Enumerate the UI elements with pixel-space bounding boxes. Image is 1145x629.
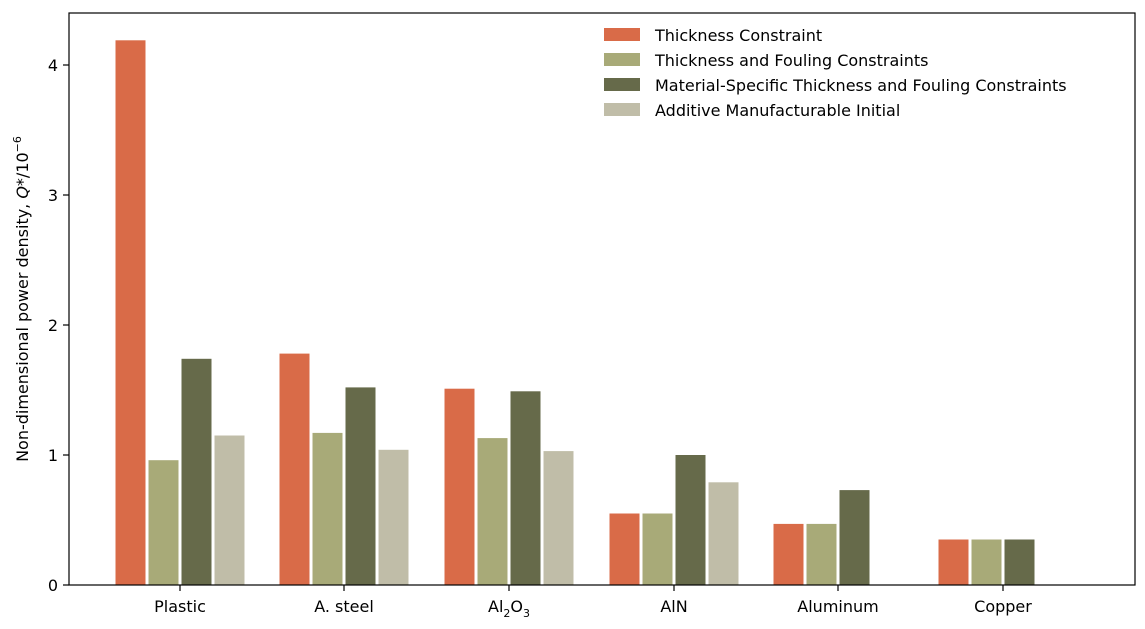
x-tick-label: A. steel	[314, 597, 374, 616]
x-tick-label: Plastic	[154, 597, 206, 616]
y-tick-label: 2	[48, 316, 58, 335]
x-tick-label: Al2O3	[488, 597, 530, 620]
bar-2-3	[477, 438, 508, 585]
bar-4-3	[543, 451, 574, 585]
plot-area	[115, 40, 1035, 586]
legend-label-2: Thickness and Fouling Constraints	[654, 51, 928, 70]
bar-3-5	[839, 490, 870, 585]
bar-3-6	[1004, 539, 1035, 585]
bar-1-3	[444, 388, 475, 585]
x-tick-label: AlN	[660, 597, 687, 616]
bar-3-4	[675, 455, 706, 585]
bar-1-6	[938, 539, 969, 585]
x-tick-label: Aluminum	[797, 597, 878, 616]
y-axis-label-text: Non-dimensional power density,	[13, 199, 32, 462]
bar-2-6	[971, 539, 1002, 585]
bar-4-4	[708, 482, 739, 585]
y-tick-label: 1	[48, 446, 58, 465]
bar-3-1	[181, 358, 212, 585]
legend-label-3: Material-Specific Thickness and Fouling …	[655, 76, 1067, 95]
legend: Thickness Constraint Thickness and Foulin…	[604, 26, 1067, 120]
bar-2-5	[806, 523, 837, 585]
y-tick-label: 4	[48, 56, 58, 75]
legend-label-4: Additive Manufacturable Initial	[655, 101, 900, 120]
bar-3-3	[510, 391, 541, 585]
x-tick-label-part: O	[510, 597, 523, 616]
x-tick-label-subscript: 3	[523, 607, 530, 620]
legend-label-1: Thickness Constraint	[654, 26, 822, 45]
y-axis-label: Non-dimensional power density, Q*/10−6	[11, 136, 32, 462]
bar-4-2	[378, 449, 409, 585]
bar-1-5	[773, 523, 804, 585]
y-axis-label-exponent: −6	[11, 136, 24, 152]
bar-4-1	[214, 435, 245, 585]
bar-1-1	[115, 40, 146, 586]
x-tick-label-subscript: 2	[503, 607, 510, 620]
x-tick-label: Copper	[974, 597, 1032, 616]
y-axis-label-unit: /10	[13, 152, 32, 178]
y-tick-label: 3	[48, 186, 58, 205]
y-tick-label: 0	[48, 576, 58, 595]
bar-2-1	[148, 460, 179, 585]
y-axis-label-variable: Q*	[13, 178, 32, 199]
bar-1-4	[609, 513, 640, 585]
bar-1-2	[279, 353, 310, 585]
x-tick-label-part: Al	[488, 597, 503, 616]
bar-2-4	[642, 513, 673, 585]
bar-3-2	[345, 387, 376, 585]
legend-swatch-4	[604, 103, 640, 116]
bar-2-2	[312, 432, 343, 585]
axes-frame	[68, 12, 1136, 586]
legend-swatch-3	[604, 78, 640, 91]
legend-swatch-2	[604, 53, 640, 66]
legend-swatch-1	[604, 28, 640, 41]
